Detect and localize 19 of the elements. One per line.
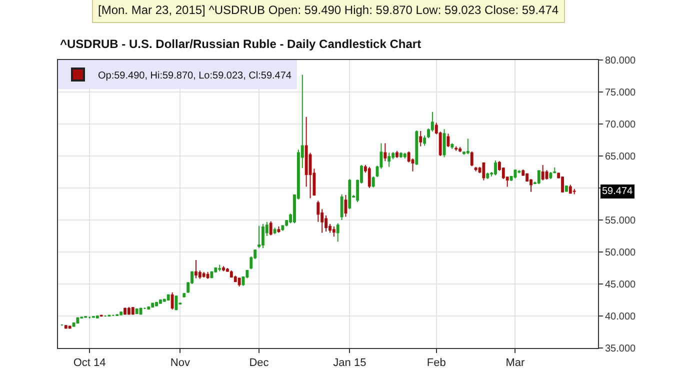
x-tick-label: Mar [506, 357, 526, 370]
x-tick-label: Feb [426, 357, 446, 370]
text: 59.474 [602, 186, 634, 197]
chart-subtitle: ^USDRUB - U.S. Dollar/Russian Ruble - Daily Candlestick Chart [60, 37, 422, 51]
y-tick-label: 65.000 [605, 152, 636, 162]
y-tick-label: 50.000 [605, 248, 636, 258]
legend-label: Op:59.490, Hi:59.870, Lo:59.023, Cl:59.474 [98, 70, 292, 82]
x-tick-label: Jan 15 [333, 357, 366, 370]
x-tick-label: Nov [170, 357, 190, 370]
y-tick-label: 35.000 [605, 344, 636, 354]
y-tick-label: 55.000 [605, 216, 636, 226]
y-tick-label: 40.000 [605, 312, 636, 322]
x-tick-label: Dec [249, 357, 270, 370]
y-tick-label: 70.000 [605, 120, 636, 130]
chart-title: [Mon. Mar 23, 2015] ^USDRUB Open: 59.490 High: 59.870 Low: 59.023 Close: 59.474 [98, 3, 559, 17]
y-tick-label: 80.000 [605, 56, 636, 66]
x-tick-label: Oct 14 [73, 357, 106, 370]
y-tick-label: 45.000 [605, 280, 636, 290]
y-tick-label: 75.000 [605, 88, 636, 98]
